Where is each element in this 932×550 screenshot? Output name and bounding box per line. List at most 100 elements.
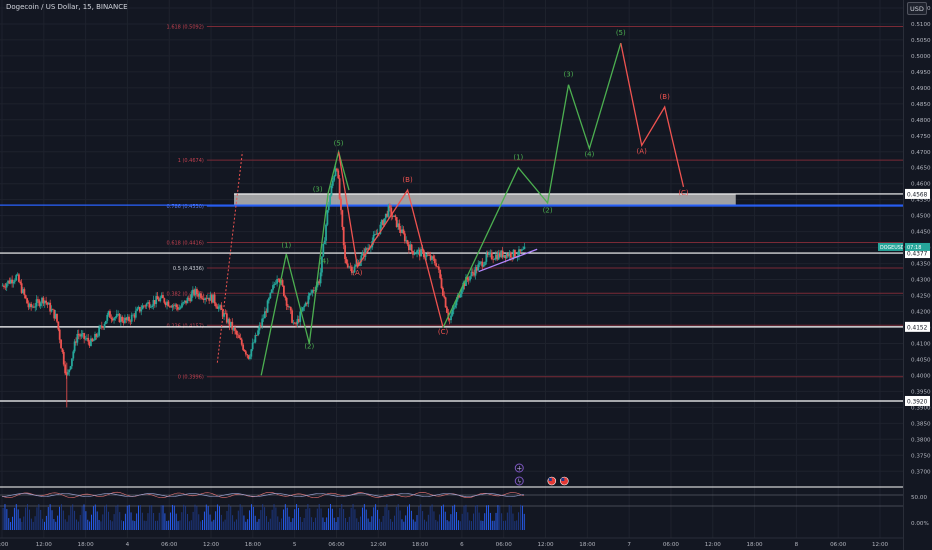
time-tick-label: 06:00 [161,542,178,548]
candle-body [391,215,394,217]
candle-body [102,327,105,328]
candle-body [283,285,285,296]
fib-level-label: 0.5 (0.4336) [173,266,204,272]
time-tick-label: 8 [795,542,799,548]
candle-body [293,322,296,324]
histogram-bar [171,504,173,530]
price-axis-label: 0.4377 [907,252,928,258]
candle-body [443,295,446,298]
histogram-bar [518,512,520,530]
candle-body [416,250,418,254]
histogram-bar [471,521,473,530]
price-axis-label-box [905,321,930,332]
candle-body [156,296,159,300]
histogram-bar [461,513,463,530]
histogram-bar [15,504,17,530]
candle-body [191,289,194,294]
candle-body [240,339,243,345]
candle-body [201,298,204,299]
histogram-bar [220,514,222,530]
candle-body [367,247,370,250]
candle-body [375,234,378,235]
histogram-bar [386,504,388,530]
candle-body [504,255,507,259]
price-tick-label: 0.4250 [911,294,931,300]
price-tick-label: 0.3850 [911,421,931,427]
candle-body [227,319,230,323]
histogram-bar [343,509,345,530]
histogram-bar [457,520,459,530]
histogram-bar [267,521,269,530]
candle-body [390,207,393,216]
histogram-bar [87,519,89,530]
candle-body [183,300,186,303]
candle-body [458,295,461,298]
histogram-bar [8,518,10,530]
candle-body [278,279,281,283]
candle-body [266,300,269,313]
candle-body [155,296,158,305]
candle-body [455,299,458,306]
candle-body [333,176,336,181]
time-tick-label: 12:00 [705,542,722,548]
histogram-bar [418,506,420,530]
histogram-bar [247,519,249,530]
histogram-bar [108,511,109,530]
price-tick-label: 0.3800 [911,437,931,443]
histogram-bar [318,504,320,530]
candle-body [484,261,486,265]
histogram-bar [188,521,190,530]
histogram-bar [187,513,188,530]
time-tick-label: 18:00 [245,542,262,548]
histogram-bar [337,517,339,530]
fib-level-label: 1.618 (0.5092) [167,25,204,31]
candle-body [466,277,469,280]
histogram-bar [51,510,53,530]
dashed-trend-line [216,151,243,363]
candle-body [345,259,348,264]
candle-body [387,205,390,217]
histogram-bar [341,504,343,530]
histogram-bar [239,504,241,530]
candle-body [77,333,80,336]
histogram-bar [44,521,45,530]
histogram-bar [446,520,448,530]
lightning-icon[interactable] [514,476,524,486]
candle-body [485,253,488,262]
candle-body [115,314,118,318]
candle-body [52,309,54,310]
candle-body [109,311,111,318]
histogram-bar [514,521,516,530]
histogram-bar [57,515,59,530]
candle-body [398,223,401,230]
candle-body [147,302,149,304]
candle-body [326,210,329,225]
histogram-bar [155,520,156,530]
histogram-bar [414,521,416,530]
fib-level-label: 0.618 (0.4416) [167,241,204,247]
candle-body [382,220,384,226]
candle-body [212,294,215,303]
histogram-bar [83,504,85,530]
candle-body [503,255,505,258]
candle-body [11,279,14,284]
histogram-bar [273,504,275,530]
candle-body [270,289,273,293]
candle-body [505,253,508,259]
countdown-box [905,242,930,251]
candle-body [28,303,31,308]
histogram-bar [177,521,179,530]
candle-body [507,253,510,257]
candle-body [441,288,444,296]
histogram-bar [245,521,247,530]
currency-button[interactable]: USD [907,2,927,15]
histogram-bar [113,514,115,530]
histogram-bar [194,504,196,530]
candle-body [306,302,308,304]
histogram-bar [358,521,360,530]
histogram-bar [392,521,394,530]
histogram-bar [128,504,130,530]
candle-body [451,309,454,316]
plus-circle-icon[interactable] [514,463,524,473]
